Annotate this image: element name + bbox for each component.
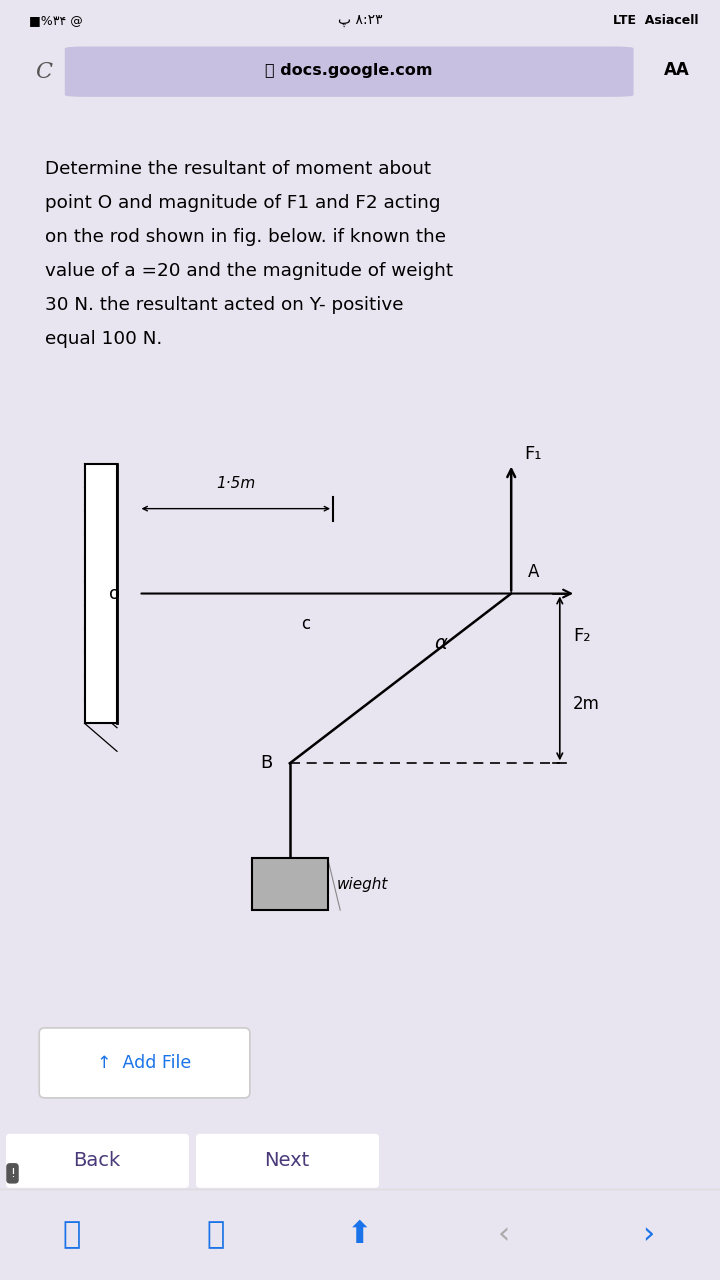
Text: ⬆: ⬆ (347, 1220, 373, 1249)
Text: point O and magnitude of F1 and F2 acting: point O and magnitude of F1 and F2 actin… (45, 195, 440, 212)
Text: A: A (527, 562, 539, 581)
Text: LTE  Asiacell: LTE Asiacell (613, 14, 698, 27)
Text: wieght: wieght (336, 877, 387, 892)
FancyBboxPatch shape (65, 46, 634, 97)
Text: ›: › (642, 1220, 654, 1249)
FancyBboxPatch shape (196, 1134, 379, 1188)
Text: F₂: F₂ (573, 627, 590, 645)
Text: Back: Back (73, 1151, 121, 1170)
Bar (85, 463, 117, 723)
Text: F₁: F₁ (524, 444, 541, 462)
Text: 📖: 📖 (207, 1220, 225, 1249)
Text: value of a =20 and the magnitude of weight: value of a =20 and the magnitude of weig… (45, 262, 453, 280)
Text: Next: Next (264, 1151, 310, 1170)
Text: C: C (35, 60, 52, 83)
Text: on the rod shown in fig. below. if known the: on the rod shown in fig. below. if known… (45, 228, 446, 246)
Bar (252, 858, 328, 910)
Text: پ ۸:۲۳: پ ۸:۲۳ (338, 14, 382, 27)
Text: ↑  Add File: ↑ Add File (97, 1053, 191, 1071)
Text: 1·5m: 1·5m (216, 476, 256, 490)
Text: B: B (260, 754, 272, 772)
Text: !: ! (10, 1167, 15, 1180)
Text: 2m: 2m (573, 695, 600, 713)
Text: o: o (109, 585, 120, 603)
Text: ■%۳۴ @: ■%۳۴ @ (29, 14, 83, 27)
Text: 30 N. the resultant acted on Y- positive: 30 N. the resultant acted on Y- positive (45, 296, 403, 314)
Text: 🔒 docs.google.com: 🔒 docs.google.com (266, 63, 433, 78)
Text: ⧈: ⧈ (63, 1220, 81, 1249)
Text: equal 100 N.: equal 100 N. (45, 330, 162, 348)
FancyBboxPatch shape (40, 1028, 250, 1098)
Text: α: α (435, 634, 447, 653)
Text: AA: AA (664, 61, 690, 79)
Text: Determine the resultant of moment about: Determine the resultant of moment about (45, 160, 431, 178)
Text: c: c (302, 616, 310, 634)
Text: ‹: ‹ (498, 1220, 510, 1249)
FancyBboxPatch shape (6, 1134, 189, 1188)
